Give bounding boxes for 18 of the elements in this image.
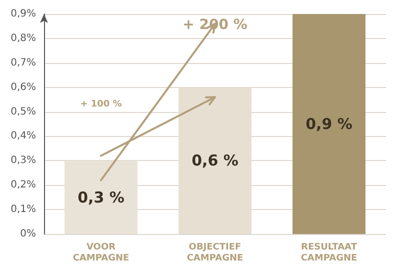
annotation: + 100 %	[80, 99, 122, 110]
y-tick-label: 0,2%	[10, 180, 36, 191]
bar	[292, 14, 366, 234]
y-tick-label: 0,5%	[10, 106, 36, 118]
data-label: 0,6 %	[192, 152, 238, 170]
y-tick-label: 0%	[20, 228, 36, 240]
y-tick-label: 0,7%	[10, 57, 36, 68]
data-label: 0,3 %	[78, 188, 124, 206]
x-tick-label: VOOR CAMPAGNE	[72, 242, 130, 264]
y-tick-label: 0,4%	[10, 130, 36, 142]
y-tick-label: 0,3%	[10, 155, 36, 166]
y-tick-label: 0,6%	[10, 82, 36, 93]
x-tick-label: RESULTAAT CAMPAGNE	[300, 242, 358, 264]
y-tick-label: 0,1%	[10, 204, 36, 216]
y-tick-label: 0,9%	[10, 8, 36, 20]
data-label: 0,9 %	[306, 115, 352, 133]
y-tick-label: 0,8%	[10, 32, 36, 44]
x-tick-label: OBJECTIEF CAMPAGNE	[186, 242, 244, 264]
